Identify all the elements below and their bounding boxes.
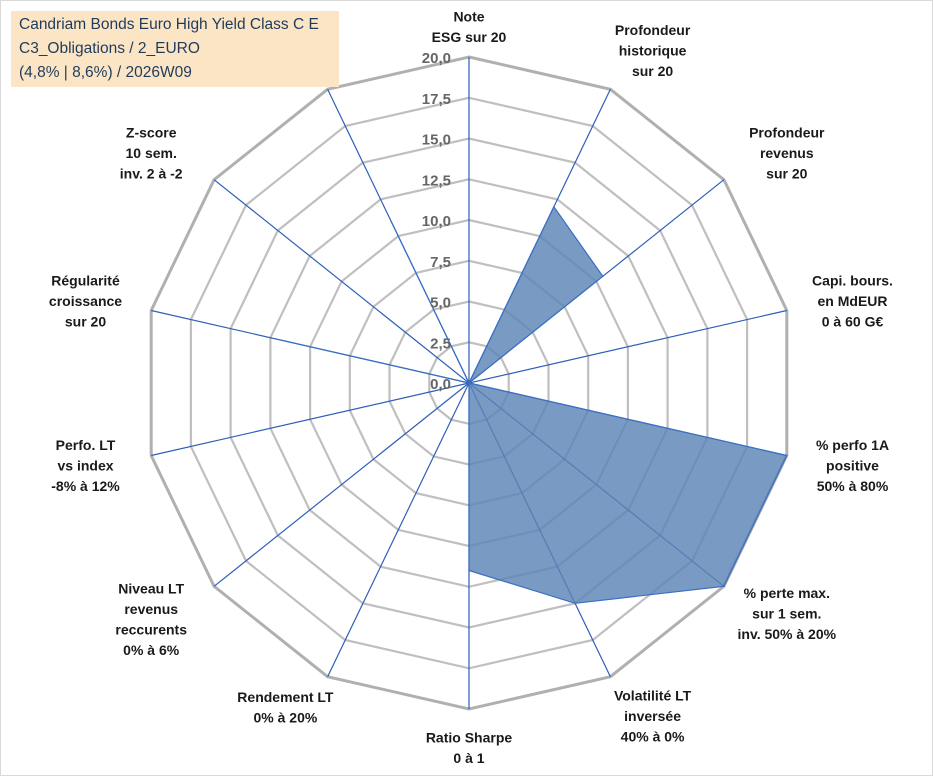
point-regularite bbox=[280, 339, 283, 342]
axis-label-regularite: Régularité croissance sur 20 bbox=[49, 273, 122, 330]
point-momentum bbox=[390, 220, 393, 223]
spoke-capi-bours bbox=[468, 309, 787, 384]
axis-label-z-score: Z-score 10 sem. inv. 2 à -2 bbox=[120, 124, 183, 181]
tick-label: 17,5 bbox=[422, 91, 451, 108]
tick-label: 20,0 bbox=[422, 50, 451, 67]
spoke-niveau-revenus bbox=[213, 382, 470, 587]
series-area bbox=[281, 205, 788, 604]
axis-label-volatilite: Volatilité LT inversée 40% à 0% bbox=[614, 687, 692, 744]
point-profondeur-revenus bbox=[602, 275, 604, 278]
axis-label-rendement: Rendement LT 0% à 20% bbox=[237, 689, 334, 726]
spoke-perfo-lt bbox=[151, 382, 470, 457]
axis-label-perte-max: % perte max. sur 1 sem. inv. 50% à 20% bbox=[738, 585, 837, 642]
axis-label-profondeur-revenus: Profondeur revenus sur 20 bbox=[749, 124, 825, 181]
point-perte-max bbox=[723, 585, 725, 588]
point-perfo-1a bbox=[786, 454, 788, 457]
point-ratio-sharpe bbox=[468, 569, 470, 572]
axis-label-ratio-sharpe: Ratio Sharpe 0 à 1 bbox=[426, 729, 513, 766]
tick-label: 2,5 bbox=[430, 335, 451, 352]
axis-label-perfo-1a: % perfo 1A positive 50% à 80% bbox=[816, 437, 889, 494]
fund-category: C3_Obligations / 2_EURO bbox=[19, 40, 200, 57]
spoke-rendement bbox=[327, 382, 470, 677]
axis-label-profondeur-historique: Profondeur historique sur 20 bbox=[615, 22, 691, 79]
point-volatilite bbox=[574, 602, 576, 605]
fund-info-box: Candriam Bonds Euro High Yield Class C E… bbox=[11, 11, 339, 87]
axis-label-capi-bours: Capi. bours. en MdEUR 0 à 60 G€ bbox=[812, 273, 893, 330]
tick-label: 0,0 bbox=[430, 376, 451, 393]
fund-stats: (4,8% | 8,6%) / 2026W09 bbox=[19, 64, 192, 81]
tick-label: 15,0 bbox=[422, 132, 451, 149]
axis-label-niveau-revenus: Niveau LT revenus reccurents 0% à 6% bbox=[115, 581, 187, 659]
spoke-z-score bbox=[213, 179, 470, 384]
tick-label: 5,0 bbox=[430, 295, 451, 312]
point-z-score bbox=[468, 382, 470, 384]
tick-label: 7,5 bbox=[430, 254, 451, 271]
tick-label: 12,5 bbox=[422, 172, 451, 189]
point-profondeur-historique bbox=[553, 206, 555, 208]
axis-label-esg: Note ESG sur 20 bbox=[432, 8, 507, 45]
series-layer bbox=[280, 205, 788, 605]
tick-labels: 0,0 2,5 5,0 7,5 10,0 12,5 15,0 17,5 20,0 bbox=[422, 50, 451, 393]
tick-label: 10,0 bbox=[422, 213, 451, 230]
axis-label-perfo-lt: Perfo. LT vs index -8% à 12% bbox=[51, 437, 120, 494]
fund-name: Candriam Bonds Euro High Yield Class C E bbox=[19, 16, 319, 33]
